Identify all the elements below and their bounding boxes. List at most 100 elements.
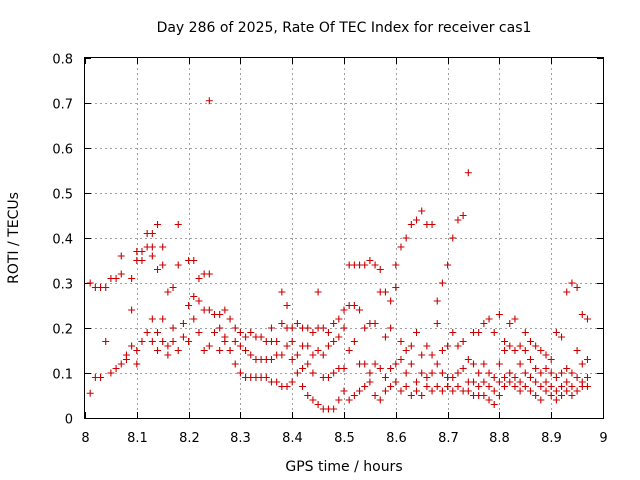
data-point bbox=[164, 351, 172, 359]
data-point bbox=[154, 266, 162, 273]
data-point bbox=[521, 347, 529, 354]
data-point bbox=[293, 351, 301, 359]
data-point bbox=[185, 338, 193, 345]
y-tick-label: 0.3 bbox=[52, 278, 73, 293]
data-point bbox=[221, 306, 229, 314]
data-point bbox=[418, 369, 426, 377]
y-axis-label: ROTI / TECUs bbox=[6, 192, 22, 284]
data-point bbox=[495, 378, 503, 386]
data-point bbox=[112, 365, 120, 372]
data-point bbox=[216, 311, 224, 318]
data-point bbox=[319, 324, 327, 332]
data-point bbox=[547, 383, 555, 390]
data-point bbox=[304, 342, 312, 350]
data-point bbox=[330, 369, 338, 377]
data-point bbox=[407, 221, 415, 228]
data-point bbox=[470, 378, 477, 386]
data-point bbox=[438, 387, 446, 395]
data-point bbox=[552, 396, 560, 404]
x-tick-label: 8.7 bbox=[438, 431, 459, 446]
data-point bbox=[293, 369, 301, 377]
data-point bbox=[381, 333, 389, 341]
data-point bbox=[475, 383, 483, 390]
data-point bbox=[148, 252, 156, 260]
data-point bbox=[154, 329, 162, 336]
data-point bbox=[532, 378, 540, 386]
data-point bbox=[309, 329, 317, 336]
data-point bbox=[340, 324, 348, 332]
data-point bbox=[154, 221, 162, 228]
data-point bbox=[501, 374, 509, 381]
data-point bbox=[501, 383, 509, 390]
data-point bbox=[418, 392, 426, 399]
data-point bbox=[454, 342, 462, 350]
data-point bbox=[371, 360, 379, 368]
data-point bbox=[485, 315, 493, 323]
data-point bbox=[138, 338, 146, 345]
data-point bbox=[526, 374, 534, 381]
data-point bbox=[324, 342, 332, 350]
data-point bbox=[278, 351, 286, 359]
x-tick-label: 9 bbox=[599, 431, 607, 446]
y-tick-label: 0 bbox=[65, 413, 73, 428]
data-point bbox=[573, 387, 581, 395]
data-point bbox=[174, 347, 182, 354]
data-point bbox=[506, 369, 514, 377]
data-point bbox=[283, 383, 291, 390]
data-point bbox=[470, 360, 477, 368]
data-point bbox=[361, 324, 369, 332]
data-point bbox=[236, 369, 244, 377]
data-point bbox=[402, 234, 410, 242]
data-point bbox=[154, 347, 162, 354]
data-point bbox=[190, 257, 198, 264]
data-point bbox=[138, 248, 146, 255]
data-point bbox=[433, 320, 441, 327]
data-point bbox=[179, 333, 187, 341]
data-point bbox=[573, 347, 581, 354]
data-point bbox=[511, 315, 519, 323]
data-point bbox=[418, 351, 426, 359]
data-point bbox=[195, 297, 203, 305]
data-point bbox=[552, 374, 560, 381]
data-point bbox=[558, 333, 566, 341]
data-point bbox=[102, 284, 110, 291]
data-point bbox=[304, 324, 312, 332]
data-point bbox=[521, 369, 529, 377]
data-point bbox=[537, 369, 545, 377]
data-point bbox=[164, 342, 172, 350]
data-point bbox=[381, 387, 389, 395]
data-point bbox=[335, 396, 343, 404]
data-point bbox=[516, 342, 524, 350]
data-point bbox=[444, 342, 452, 350]
data-point bbox=[407, 392, 415, 399]
data-point bbox=[247, 329, 255, 336]
data-point bbox=[304, 392, 312, 399]
data-point bbox=[148, 230, 156, 237]
data-point bbox=[578, 360, 586, 368]
data-point bbox=[288, 338, 296, 345]
data-point bbox=[387, 324, 395, 332]
data-point bbox=[547, 356, 555, 363]
data-point bbox=[236, 342, 244, 350]
data-point bbox=[148, 243, 156, 251]
data-point bbox=[231, 360, 239, 368]
data-point bbox=[495, 360, 503, 368]
y-tick-label: 0.8 bbox=[52, 53, 73, 68]
data-point bbox=[563, 387, 571, 395]
data-point bbox=[288, 324, 296, 332]
x-tick-label: 8.3 bbox=[230, 431, 251, 446]
data-point bbox=[366, 257, 374, 264]
data-point bbox=[490, 401, 498, 408]
data-point bbox=[558, 392, 566, 399]
data-point bbox=[340, 306, 348, 314]
data-point bbox=[376, 365, 384, 372]
data-point bbox=[392, 360, 400, 368]
data-point bbox=[345, 347, 353, 354]
data-point bbox=[438, 369, 446, 377]
data-point bbox=[226, 347, 234, 354]
data-point bbox=[558, 383, 566, 390]
x-tick-label: 8.8 bbox=[489, 431, 510, 446]
data-point bbox=[128, 306, 136, 314]
data-point bbox=[449, 374, 457, 381]
data-point bbox=[464, 387, 472, 395]
